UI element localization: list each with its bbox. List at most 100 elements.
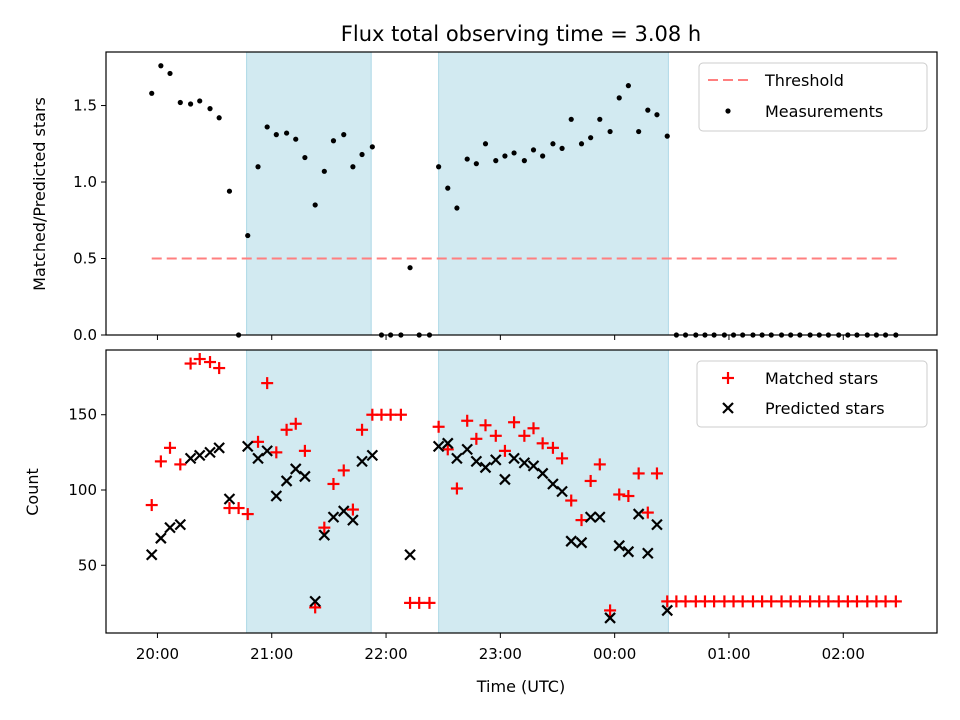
predicted-stars-point: [508, 452, 520, 465]
predicted-stars-point: [289, 463, 302, 475]
predicted-stars-point-b: [479, 461, 492, 474]
predicted-stars-point-b: [632, 508, 645, 520]
matched-stars-point: [593, 458, 606, 471]
predicted-stars-point-b: [184, 452, 197, 465]
predicted-stars-point-b: [651, 518, 663, 531]
bottom-panel-frame: [105, 349, 938, 634]
predicted-stars-point-b: [661, 604, 674, 617]
measurements-legend-label: Measurements: [765, 102, 883, 121]
predicted-stars-point: [223, 493, 236, 505]
matched-stars-point: [850, 595, 863, 608]
matched-stars-point: [641, 506, 654, 519]
predicted-stars-point: [642, 547, 654, 559]
predicted-stars-point-b: [642, 547, 654, 559]
matched-stars-point: [346, 503, 359, 516]
predicted-stars-point: [556, 485, 568, 498]
matched-stars-point: [793, 595, 806, 608]
predicted-stars-point: [594, 511, 606, 523]
matched-stars-point: [309, 601, 322, 614]
matched-stars-point: [441, 443, 454, 456]
predicted-stars-point-b: [241, 440, 254, 453]
predicted-stars-point: [432, 440, 445, 453]
predicted-stars-point-b: [508, 452, 520, 465]
predicted-stars-point-b: [527, 460, 540, 472]
matched-stars-point: [575, 514, 588, 527]
measurement-point: [436, 164, 442, 170]
measurement-point: [645, 107, 651, 113]
predicted-stars-point-b: [309, 595, 321, 608]
predicted-stars-point: [280, 475, 293, 487]
bottom-legend-box: [696, 360, 928, 428]
predicted-stars-point-b: [174, 518, 187, 531]
measurements-legend-swatch: [725, 108, 731, 114]
predicted-stars-point: [174, 518, 187, 531]
predicted-stars-point-b: [261, 445, 273, 457]
matched-stars-point: [261, 377, 274, 390]
matched-stars-point: [584, 474, 597, 487]
matched-stars-point: [164, 441, 177, 454]
matched-stars-point: [298, 444, 311, 457]
matched-stars-point: [632, 467, 645, 480]
measurement-point: [207, 106, 213, 112]
predicted-stars-point-b: [193, 449, 206, 462]
matched-stars-point: [565, 494, 578, 507]
predicted-stars-point-b: [613, 539, 626, 552]
bottom-panel: 20:00 21:00 22:00 23:00 00:00 01:00 02:00 50 100…: [23, 349, 938, 696]
measurement-point: [454, 205, 460, 211]
measurement-point: [473, 161, 479, 167]
matched-stars-point: [213, 362, 226, 375]
predicted-stars-point: [145, 548, 158, 561]
matched-stars-point: [384, 408, 397, 421]
measurement-point: [407, 265, 413, 271]
matched-stars-point: [280, 423, 293, 436]
predicted-stars-point-b: [145, 548, 158, 561]
x-tick-label: 20:00: [136, 645, 179, 663]
predicted-stars-point: [441, 437, 454, 450]
chart-title: Flux total observing time = 3.08 h: [341, 22, 701, 46]
matched-stars-point: [270, 446, 283, 459]
bottom-y-axis-label: Count: [23, 468, 42, 516]
matched-stars-point: [479, 419, 492, 432]
x-tick-label: 22:00: [364, 645, 407, 663]
measurement-point: [597, 116, 603, 122]
measurement-point: [482, 141, 489, 147]
top-panel-shaded-intervals: [246, 51, 669, 336]
matched-stars-point: [556, 452, 569, 465]
predicted-stars-point-b: [366, 449, 379, 462]
x-tick-label: 23:00: [479, 645, 522, 663]
predicted-stars-point-b: [565, 535, 578, 547]
measurement-point: [493, 158, 499, 164]
bottom-shaded-interval-1: [246, 349, 372, 634]
matched-stars-point: [889, 595, 902, 608]
matched-stars-point: [394, 408, 407, 421]
predicted-stars-point-b: [337, 505, 350, 517]
matched-stars-point: [154, 455, 167, 468]
matched-stars-point: [327, 477, 340, 490]
predicted-stars-point: [241, 440, 254, 453]
bottom-shaded-interval-2: [438, 349, 669, 634]
matched-stars-point: [337, 464, 350, 477]
measurement-point: [540, 153, 546, 159]
matched-stars-point: [546, 441, 559, 454]
measurement-point: [197, 98, 203, 104]
predicted-stars-point-b: [318, 529, 331, 541]
measurement-point: [616, 95, 622, 101]
predicted-stars-point: [604, 612, 616, 624]
predicted-stars-point-b: [223, 493, 236, 505]
predicted-stars-point: [270, 490, 283, 502]
predicted-stars-point-b: [252, 452, 264, 465]
predicted-stars-point: [527, 460, 540, 472]
predicted-stars-point: [613, 539, 626, 552]
measurement-point: [226, 188, 233, 194]
measurement-point: [158, 63, 164, 69]
predicted-stars-point-b: [575, 536, 588, 549]
predicted-stars-point: [584, 511, 597, 523]
matched-stars-point: [650, 467, 663, 480]
predicted-stars-point: [366, 449, 379, 462]
matched-stars-point: [765, 595, 778, 608]
matched-stars-point: [356, 423, 369, 436]
matched-stars-point: [193, 353, 206, 366]
predicted-stars-point-b: [584, 511, 597, 523]
measurement-point: [330, 138, 337, 144]
top-y-tick-label: 0.0: [73, 326, 97, 344]
